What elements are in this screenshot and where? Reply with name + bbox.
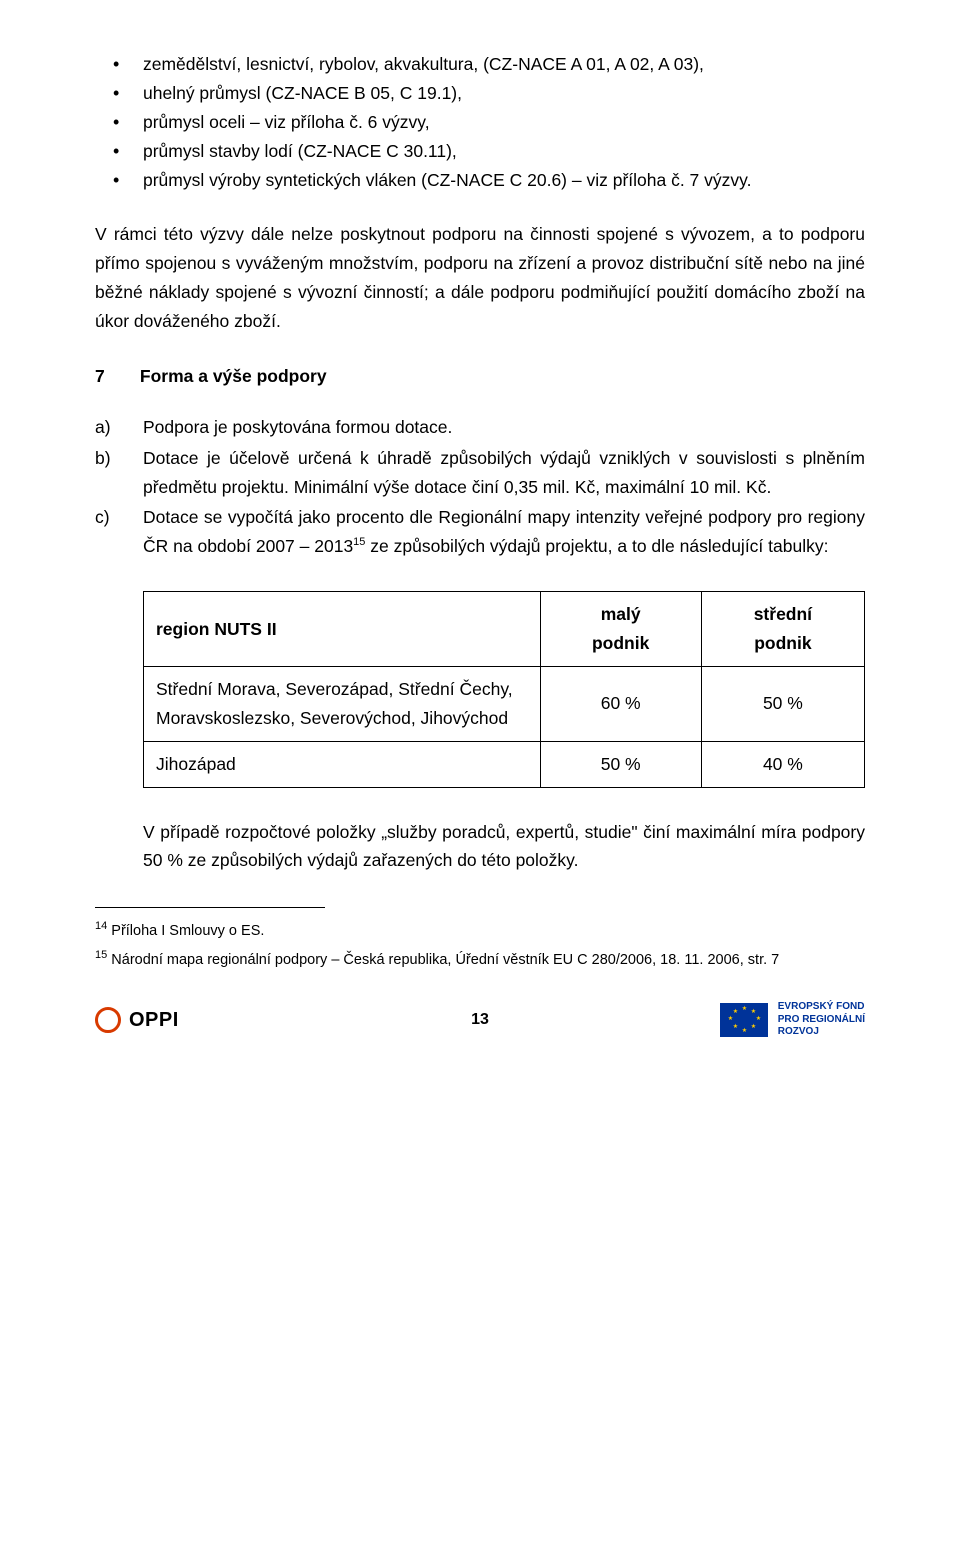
marker-c: c)	[95, 503, 110, 532]
section-heading-7: 7 Forma a výše podpory	[95, 362, 865, 391]
th-small: malýpodnik	[540, 592, 701, 667]
bullet-item: průmysl výroby syntetických vláken (CZ-N…	[95, 166, 865, 195]
item-c-post: ze způsobilých výdajů projektu, a to dle…	[365, 536, 828, 556]
item-b: b) Dotace je účelově určená k úhradě způ…	[95, 444, 865, 502]
cell-small: 60 %	[540, 666, 701, 741]
region-support-table: region NUTS II malýpodnik střednípodnik …	[143, 591, 865, 787]
table-row: Střední Morava, Severozápad, Střední Čec…	[144, 666, 865, 741]
footnote-ref-15: 15	[353, 536, 365, 548]
eu-fund-text: EVROPSKÝ FOND PRO REGIONÁLNÍ ROZVOJ	[778, 1001, 865, 1039]
item-c: c) Dotace se vypočítá jako procento dle …	[95, 503, 865, 561]
page-number: 13	[471, 1007, 489, 1033]
section-number: 7	[95, 362, 135, 391]
marker-a: a)	[95, 413, 111, 442]
bullet-list: zemědělství, lesnictví, rybolov, akvakul…	[95, 50, 865, 194]
paragraph-budget-item: V případě rozpočtové položky „služby por…	[143, 818, 865, 876]
cell-medium: 50 %	[701, 666, 864, 741]
footnote-14: 14 Příloha I Smlouvy o ES.	[95, 918, 865, 943]
footnote-num-14: 14	[95, 920, 107, 932]
cell-medium: 40 %	[701, 741, 864, 787]
bullet-item: průmysl oceli – viz příloha č. 6 výzvy,	[95, 108, 865, 137]
item-a: a) Podpora je poskytována formou dotace.	[95, 413, 865, 442]
item-b-text: Dotace je účelově určená k úhradě způsob…	[143, 448, 865, 497]
footnote-15: 15 Národní mapa regionální podpory – Čes…	[95, 947, 865, 972]
cell-region: Střední Morava, Severozápad, Střední Čec…	[144, 666, 541, 741]
gear-icon	[95, 1007, 121, 1033]
section-title: Forma a výše podpory	[140, 366, 327, 386]
footnote-num-15: 15	[95, 949, 107, 961]
table-row: Jihozápad 50 % 40 %	[144, 741, 865, 787]
cell-small: 50 %	[540, 741, 701, 787]
marker-b: b)	[95, 444, 111, 473]
oppi-logo: OPPI	[95, 1004, 179, 1037]
th-region: region NUTS II	[144, 592, 541, 667]
bullet-item: průmysl stavby lodí (CZ-NACE C 30.11),	[95, 137, 865, 166]
item-a-text: Podpora je poskytována formou dotace.	[143, 417, 452, 437]
th-medium: střednípodnik	[701, 592, 864, 667]
eu-logo: ★ ★ ★ ★ ★ ★ ★ ★ EVROPSKÝ FOND PRO REGION…	[720, 1001, 865, 1039]
lettered-list: a) Podpora je poskytována formou dotace.…	[95, 413, 865, 561]
footnote-separator	[95, 907, 325, 908]
eu-flag-icon: ★ ★ ★ ★ ★ ★ ★ ★	[720, 1003, 768, 1037]
page-footer: OPPI 13 ★ ★ ★ ★ ★ ★ ★ ★ EVROPSKÝ FOND PR…	[95, 1001, 865, 1039]
bullet-item: zemědělství, lesnictví, rybolov, akvakul…	[95, 50, 865, 79]
oppi-text: OPPI	[129, 1004, 179, 1037]
bullet-item: uhelný průmysl (CZ-NACE B 05, C 19.1),	[95, 79, 865, 108]
paragraph-exclusions: V rámci této výzvy dále nelze poskytnout…	[95, 220, 865, 336]
cell-region: Jihozápad	[144, 741, 541, 787]
